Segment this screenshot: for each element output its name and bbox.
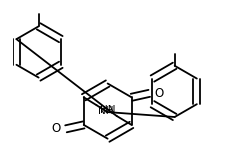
- Text: HN: HN: [100, 105, 116, 115]
- Text: O: O: [52, 122, 61, 135]
- Text: NH: NH: [98, 106, 113, 116]
- Text: O: O: [154, 87, 163, 100]
